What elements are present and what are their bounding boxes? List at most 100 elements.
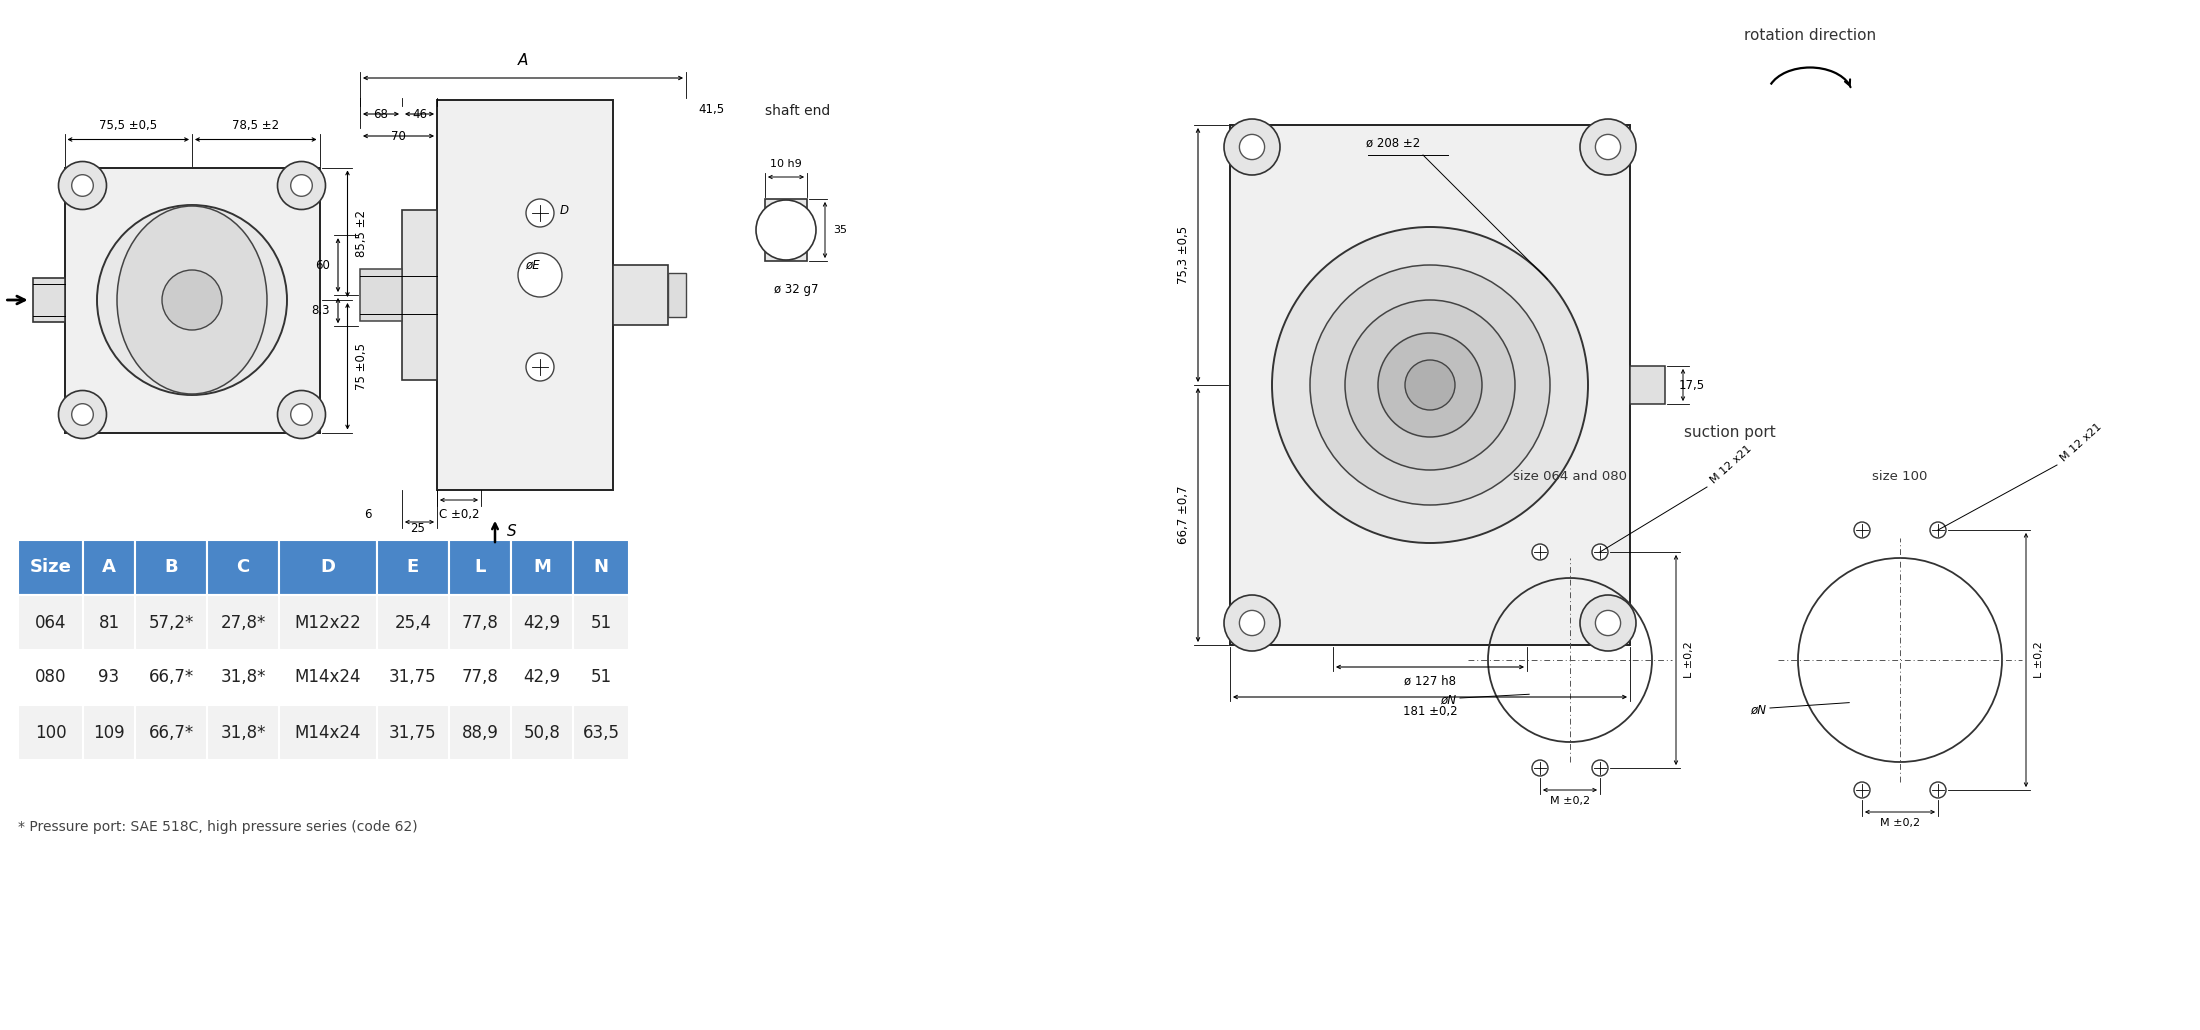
Circle shape — [517, 253, 561, 297]
Text: 31,8*: 31,8* — [220, 723, 266, 742]
Text: 10 h9: 10 h9 — [770, 159, 801, 169]
Text: D: D — [321, 558, 334, 577]
Circle shape — [1239, 134, 1265, 160]
Circle shape — [1239, 611, 1265, 636]
Text: øN: øN — [1441, 693, 1456, 707]
Bar — [18, 540, 84, 595]
Text: 181 ±0,2: 181 ±0,2 — [1404, 705, 1456, 718]
Text: * Pressure port: SAE 518C, high pressure series (code 62): * Pressure port: SAE 518C, high pressure… — [18, 820, 418, 834]
Text: 42,9: 42,9 — [524, 668, 561, 687]
Text: 35: 35 — [834, 225, 847, 235]
Text: S: S — [506, 523, 517, 539]
Circle shape — [526, 353, 554, 381]
Text: 41,5: 41,5 — [697, 103, 724, 116]
Bar — [84, 650, 134, 705]
Bar — [572, 650, 629, 705]
Bar — [134, 650, 207, 705]
Text: suction port: suction port — [1685, 425, 1775, 440]
Circle shape — [1531, 760, 1549, 776]
Text: 77,8: 77,8 — [462, 668, 499, 687]
Text: rotation direction: rotation direction — [1745, 28, 1877, 43]
Bar — [376, 705, 449, 760]
Text: 109: 109 — [92, 723, 125, 742]
Circle shape — [526, 199, 554, 227]
Bar — [376, 650, 449, 705]
Text: 17,5: 17,5 — [1679, 378, 1705, 391]
Bar — [33, 278, 64, 322]
Bar — [134, 595, 207, 650]
Circle shape — [73, 175, 92, 197]
Text: 57,2*: 57,2* — [147, 614, 194, 631]
Text: M: M — [532, 558, 550, 577]
Circle shape — [163, 270, 222, 330]
Text: B: B — [165, 558, 178, 577]
Bar — [207, 705, 279, 760]
Text: 75 ±0,5: 75 ±0,5 — [356, 343, 370, 389]
Text: ø 208 ±2: ø 208 ±2 — [1366, 137, 1421, 150]
Text: 70: 70 — [392, 130, 407, 143]
Text: 78,5 ±2: 78,5 ±2 — [233, 118, 279, 132]
Bar — [449, 705, 510, 760]
Text: 25,4: 25,4 — [394, 614, 431, 631]
Bar — [438, 100, 614, 490]
Text: size 100: size 100 — [1872, 470, 1927, 483]
Circle shape — [1929, 522, 1947, 538]
Circle shape — [277, 390, 326, 439]
Bar — [18, 650, 84, 705]
Text: 68: 68 — [374, 108, 389, 121]
Bar — [510, 540, 572, 595]
Text: 6: 6 — [365, 508, 372, 521]
Bar — [134, 540, 207, 595]
Text: L ±0,2: L ±0,2 — [1683, 642, 1694, 679]
Text: E: E — [407, 558, 420, 577]
Text: 75,5 ±0,5: 75,5 ±0,5 — [99, 118, 158, 132]
Bar — [510, 595, 572, 650]
Bar — [279, 650, 376, 705]
Text: A: A — [517, 53, 528, 68]
Text: 77,8: 77,8 — [462, 614, 499, 631]
Text: 50,8: 50,8 — [524, 723, 561, 742]
Circle shape — [1344, 300, 1516, 470]
Bar — [449, 540, 510, 595]
Circle shape — [59, 390, 106, 439]
Circle shape — [1593, 760, 1608, 776]
Bar — [572, 705, 629, 760]
Bar — [376, 595, 449, 650]
Circle shape — [1580, 119, 1637, 175]
Bar — [669, 273, 686, 317]
Text: 8,3: 8,3 — [312, 304, 330, 317]
Bar — [18, 595, 84, 650]
Circle shape — [1272, 227, 1588, 543]
Circle shape — [73, 404, 92, 425]
Circle shape — [757, 200, 816, 260]
Text: L: L — [475, 558, 486, 577]
Bar — [572, 595, 629, 650]
Text: 064: 064 — [35, 614, 66, 631]
Text: N: N — [594, 558, 609, 577]
Text: 31,75: 31,75 — [389, 723, 438, 742]
Text: M 12 x21: M 12 x21 — [2059, 421, 2103, 464]
Circle shape — [1595, 134, 1621, 160]
Bar — [510, 650, 572, 705]
Bar — [376, 540, 449, 595]
Text: 31,75: 31,75 — [389, 668, 438, 687]
Text: øN: øN — [1749, 703, 1767, 717]
Bar — [18, 705, 84, 760]
Bar — [614, 265, 669, 325]
Text: 51: 51 — [590, 668, 612, 687]
Bar — [572, 540, 629, 595]
Text: øE: øE — [526, 259, 539, 272]
Bar — [207, 650, 279, 705]
Text: C: C — [235, 558, 249, 577]
Circle shape — [97, 205, 286, 394]
Text: 25: 25 — [411, 522, 425, 535]
Circle shape — [1855, 522, 1870, 538]
Circle shape — [1595, 611, 1621, 636]
Circle shape — [1223, 595, 1280, 651]
Bar — [84, 705, 134, 760]
Text: 63,5: 63,5 — [583, 723, 620, 742]
Text: L ±0,2: L ±0,2 — [2035, 642, 2044, 679]
Circle shape — [290, 175, 312, 197]
Text: 60: 60 — [315, 259, 330, 272]
Text: 81: 81 — [99, 614, 119, 631]
